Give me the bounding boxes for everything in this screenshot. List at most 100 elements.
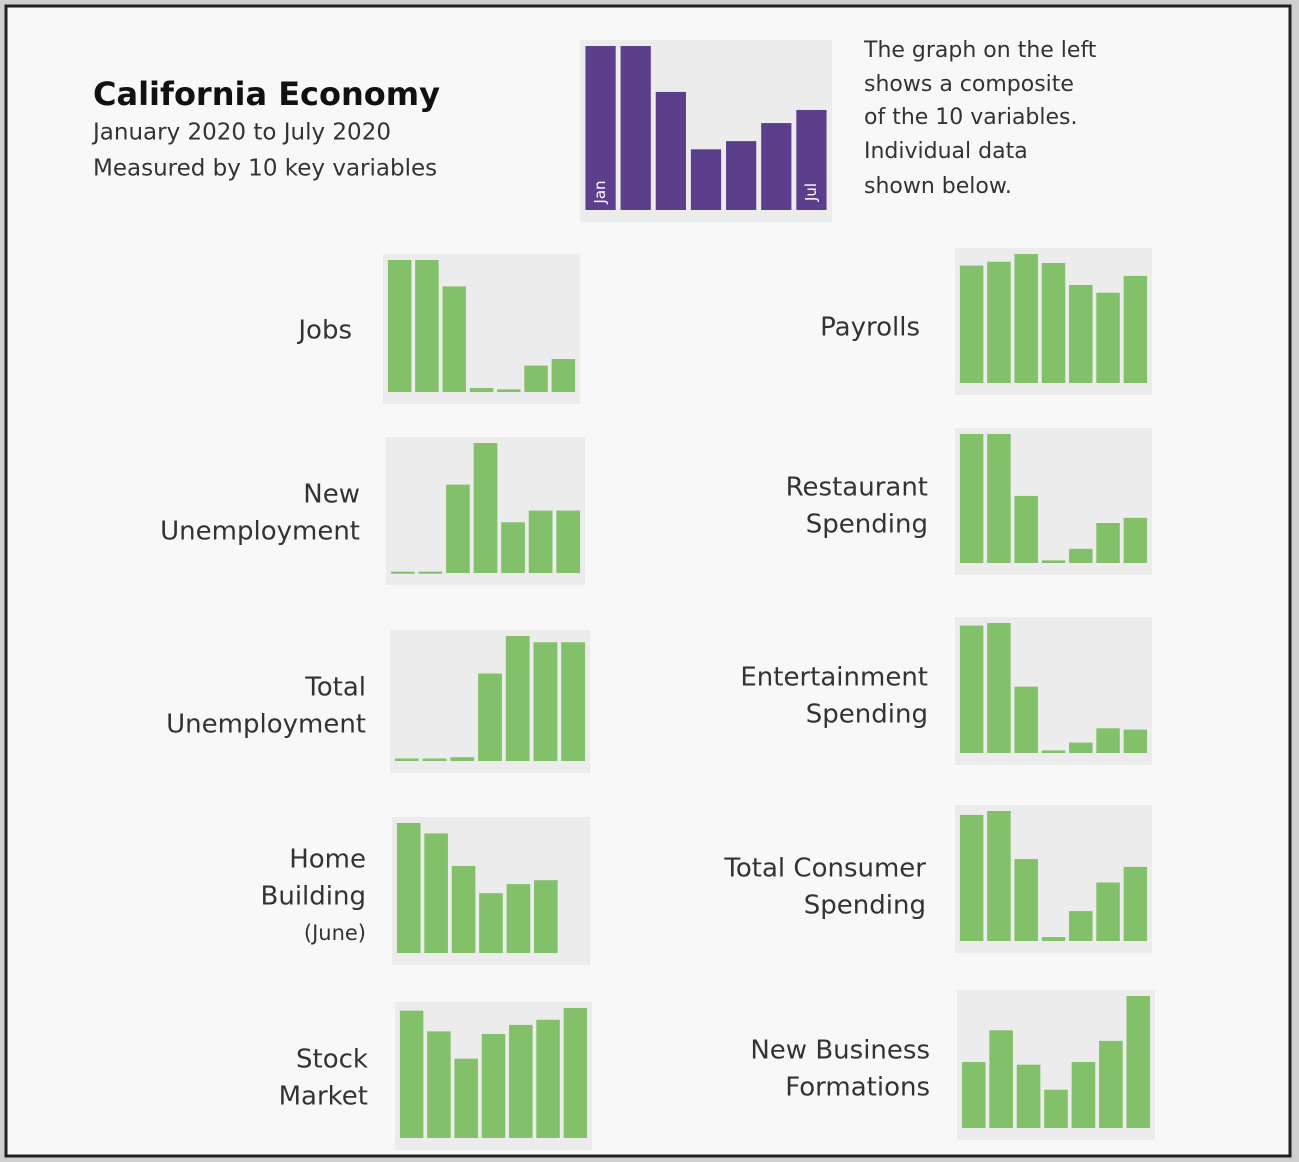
bar (536, 1019, 560, 1138)
bar (655, 91, 686, 210)
bar (450, 757, 475, 761)
bar (1069, 284, 1093, 383)
bar-label: Jan (591, 180, 609, 204)
bar (959, 814, 984, 941)
bar (959, 265, 984, 383)
chart-label: Spending (806, 700, 928, 730)
bar (479, 893, 503, 953)
bar (561, 642, 586, 761)
bar (796, 109, 827, 210)
bar (394, 758, 419, 761)
chart-label: Stock (296, 1045, 368, 1075)
bar (1044, 1089, 1068, 1128)
bar (1041, 560, 1066, 563)
bar (418, 571, 443, 574)
bar (989, 1030, 1013, 1128)
chart-label: Payrolls (820, 313, 920, 343)
bar (1099, 1040, 1123, 1128)
chart-panel (955, 805, 1152, 953)
bar (987, 434, 1011, 563)
chart-label: Restaurant (786, 473, 928, 503)
subtitle: January 2020 to July 2020 (91, 120, 391, 146)
bar-label: Jul (802, 183, 820, 202)
bar (690, 149, 722, 210)
bar (387, 260, 412, 392)
chart-label: Building (261, 882, 366, 912)
note: shows a composite (864, 72, 1074, 97)
bar (726, 141, 757, 210)
bar (1014, 254, 1038, 383)
chart-label: (June) (304, 921, 366, 945)
bar (509, 1024, 533, 1138)
bar (1123, 866, 1148, 941)
bar (505, 636, 530, 761)
chart-label: Spending (806, 510, 928, 540)
bar (399, 1010, 424, 1138)
bar (563, 1008, 588, 1138)
bar (1014, 495, 1038, 563)
chart-label: Market (279, 1082, 368, 1112)
bar (959, 625, 984, 753)
bar (1014, 686, 1038, 753)
chart-label: Unemployment (160, 517, 360, 547)
bar (1123, 729, 1148, 753)
bar (961, 1062, 986, 1128)
chart-label: Spending (804, 891, 926, 921)
chart-label: New Business (750, 1036, 930, 1066)
chart-label: Total Consumer (723, 854, 926, 884)
bar (1096, 523, 1120, 563)
bar (442, 286, 466, 392)
bar (451, 865, 476, 953)
note: of the 10 variables. (864, 105, 1078, 130)
note: shown below. (864, 174, 1012, 199)
bar (620, 46, 651, 210)
bar (1069, 742, 1093, 753)
bar (959, 434, 984, 563)
bar (454, 1058, 478, 1138)
note: The graph on the left (863, 38, 1097, 63)
bar (524, 365, 548, 392)
bar (1041, 263, 1066, 383)
chart-label: Unemployment (166, 710, 366, 740)
bar (534, 880, 558, 953)
bar (469, 388, 494, 392)
bar (761, 123, 792, 210)
chart-label: Entertainment (740, 663, 928, 693)
bar (1071, 1062, 1096, 1128)
bar (556, 510, 581, 573)
chart-label: Home (289, 845, 366, 875)
chart-label: Jobs (296, 316, 352, 346)
bar (1041, 937, 1066, 941)
bar (1069, 548, 1093, 563)
bar (497, 389, 521, 392)
bar (424, 833, 448, 953)
bar (987, 811, 1011, 941)
bar (551, 359, 576, 392)
bar (585, 46, 616, 210)
bar (446, 484, 470, 573)
title: California Economy (93, 75, 440, 113)
bar (1126, 996, 1151, 1128)
bar (528, 510, 553, 573)
bar (1096, 292, 1120, 383)
bar (987, 261, 1011, 383)
bar (1123, 275, 1148, 383)
bar (1016, 1064, 1041, 1128)
bar (501, 522, 525, 573)
bar (987, 623, 1011, 753)
subtitle: Measured by 10 key variables (93, 156, 437, 182)
bar (1123, 517, 1148, 563)
bar (473, 443, 498, 573)
bar (422, 758, 447, 761)
bar (1096, 882, 1120, 941)
bar (1069, 911, 1093, 941)
bar (481, 1034, 506, 1138)
chart-panel (383, 254, 580, 404)
bar (506, 884, 531, 953)
chart-label: Formations (785, 1073, 930, 1103)
chart-panel (955, 617, 1152, 765)
bar (478, 673, 502, 761)
bar (396, 823, 421, 953)
bar (390, 571, 415, 574)
